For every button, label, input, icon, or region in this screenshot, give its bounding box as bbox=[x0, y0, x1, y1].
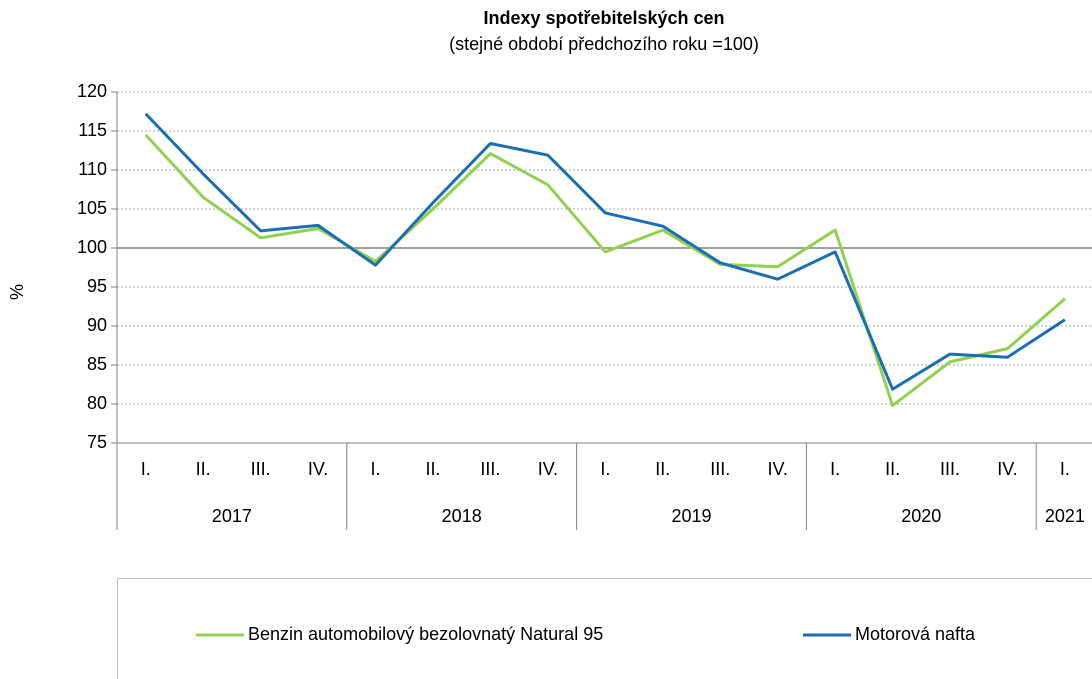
legend-label: Benzin automobilový bezolovnatý Natural … bbox=[248, 624, 603, 644]
y-tick-label: 90 bbox=[87, 315, 107, 335]
x-tick-label: III. bbox=[710, 459, 730, 479]
y-tick-label: 105 bbox=[77, 198, 107, 218]
chart-title: Indexy spotřebitelských cen bbox=[483, 8, 724, 28]
x-tick-label: II. bbox=[196, 459, 211, 479]
y-tick-label: 120 bbox=[77, 81, 107, 101]
x-tick-label: II. bbox=[885, 459, 900, 479]
x-group-label: 2020 bbox=[901, 506, 941, 526]
x-group-label: 2017 bbox=[212, 506, 252, 526]
x-tick-label: I. bbox=[830, 459, 840, 479]
x-tick-label: II. bbox=[655, 459, 670, 479]
x-tick-label: I. bbox=[1060, 459, 1070, 479]
x-tick-label: IV. bbox=[997, 459, 1017, 479]
chart-subtitle: (stejné období předchozího roku =100) bbox=[449, 34, 759, 54]
x-tick-label: IV. bbox=[538, 459, 558, 479]
x-tick-label: I. bbox=[600, 459, 610, 479]
y-tick-label: 115 bbox=[78, 120, 107, 140]
x-tick-label: III. bbox=[251, 459, 271, 479]
x-tick-label: III. bbox=[940, 459, 960, 479]
series-line bbox=[144, 112, 1066, 391]
x-tick-label: I. bbox=[141, 459, 151, 479]
y-axis-label: % bbox=[7, 284, 27, 300]
x-group-label: 2019 bbox=[671, 506, 711, 526]
x-tick-label: I. bbox=[371, 459, 381, 479]
y-tick-label: 110 bbox=[78, 159, 107, 179]
x-group-label: 2018 bbox=[442, 506, 482, 526]
y-tick-label: 75 bbox=[87, 432, 107, 452]
series-line bbox=[144, 133, 1066, 408]
legend-box bbox=[117, 578, 1092, 679]
x-tick-label: III. bbox=[480, 459, 500, 479]
x-tick-label: IV. bbox=[767, 459, 787, 479]
y-tick-label: 85 bbox=[87, 354, 107, 374]
x-group-label: 2021 bbox=[1045, 506, 1085, 526]
y-tick-label: 80 bbox=[87, 393, 107, 413]
y-tick-label: 100 bbox=[77, 237, 107, 257]
x-tick-label: II. bbox=[425, 459, 440, 479]
legend-label: Motorová nafta bbox=[855, 624, 976, 644]
x-tick-label: IV. bbox=[308, 459, 328, 479]
y-tick-label: 95 bbox=[87, 276, 107, 296]
